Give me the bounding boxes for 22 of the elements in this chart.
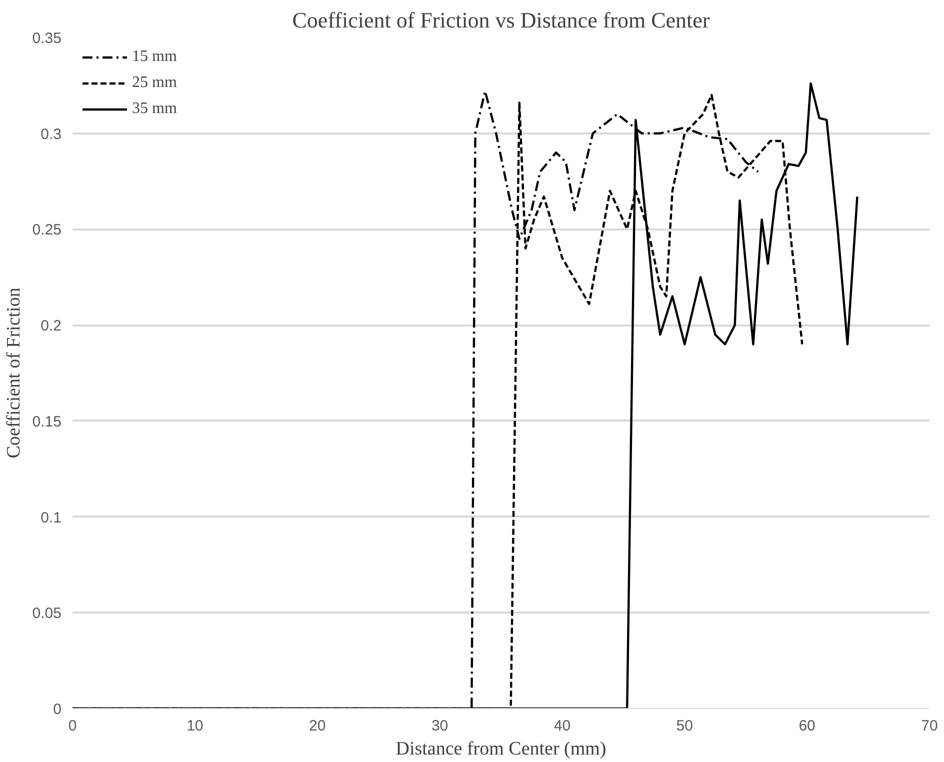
legend-label: 15 mm	[132, 48, 177, 66]
y-tick-label: 0.1	[40, 509, 62, 526]
legend-label: 25 mm	[132, 74, 177, 92]
x-tick-label: 10	[186, 718, 204, 734]
x-axis-title: Distance from Center (mm)	[396, 738, 606, 760]
y-axis-title: Coefficient of Friction	[3, 287, 24, 458]
x-tick-label: 20	[309, 718, 326, 734]
y-tick-label: 0.2	[40, 318, 62, 335]
y-tick-label: 0.3	[40, 126, 62, 143]
legend-label: 35 mm	[132, 100, 177, 118]
y-tick-label: 0.15	[32, 413, 62, 430]
x-tick-label: 70	[921, 718, 938, 734]
y-tick-label: 0	[53, 701, 62, 718]
x-tick-label: 50	[676, 718, 693, 734]
x-tick-label: 40	[554, 718, 571, 734]
x-tick-label: 0	[68, 718, 77, 734]
y-tick-label: 0.05	[32, 605, 62, 622]
chart-title: Coefficient of Friction vs Distance from Center	[292, 8, 710, 32]
x-tick-label: 60	[798, 718, 816, 734]
y-tick-label: 0.25	[32, 222, 62, 239]
x-tick-label: 30	[431, 718, 448, 734]
y-tick-label: 0.35	[32, 30, 62, 47]
